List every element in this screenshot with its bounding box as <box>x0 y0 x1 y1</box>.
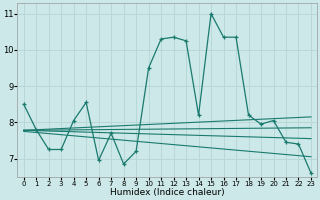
X-axis label: Humidex (Indice chaleur): Humidex (Indice chaleur) <box>110 188 225 197</box>
